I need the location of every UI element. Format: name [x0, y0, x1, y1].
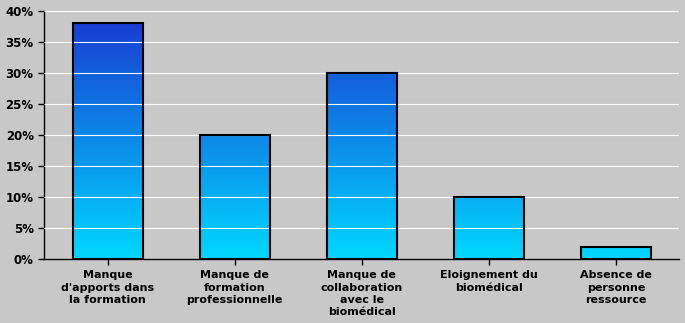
Bar: [454, 197, 524, 259]
Bar: [73, 23, 142, 259]
Bar: [200, 135, 270, 259]
Bar: [327, 73, 397, 259]
Bar: [581, 247, 651, 259]
